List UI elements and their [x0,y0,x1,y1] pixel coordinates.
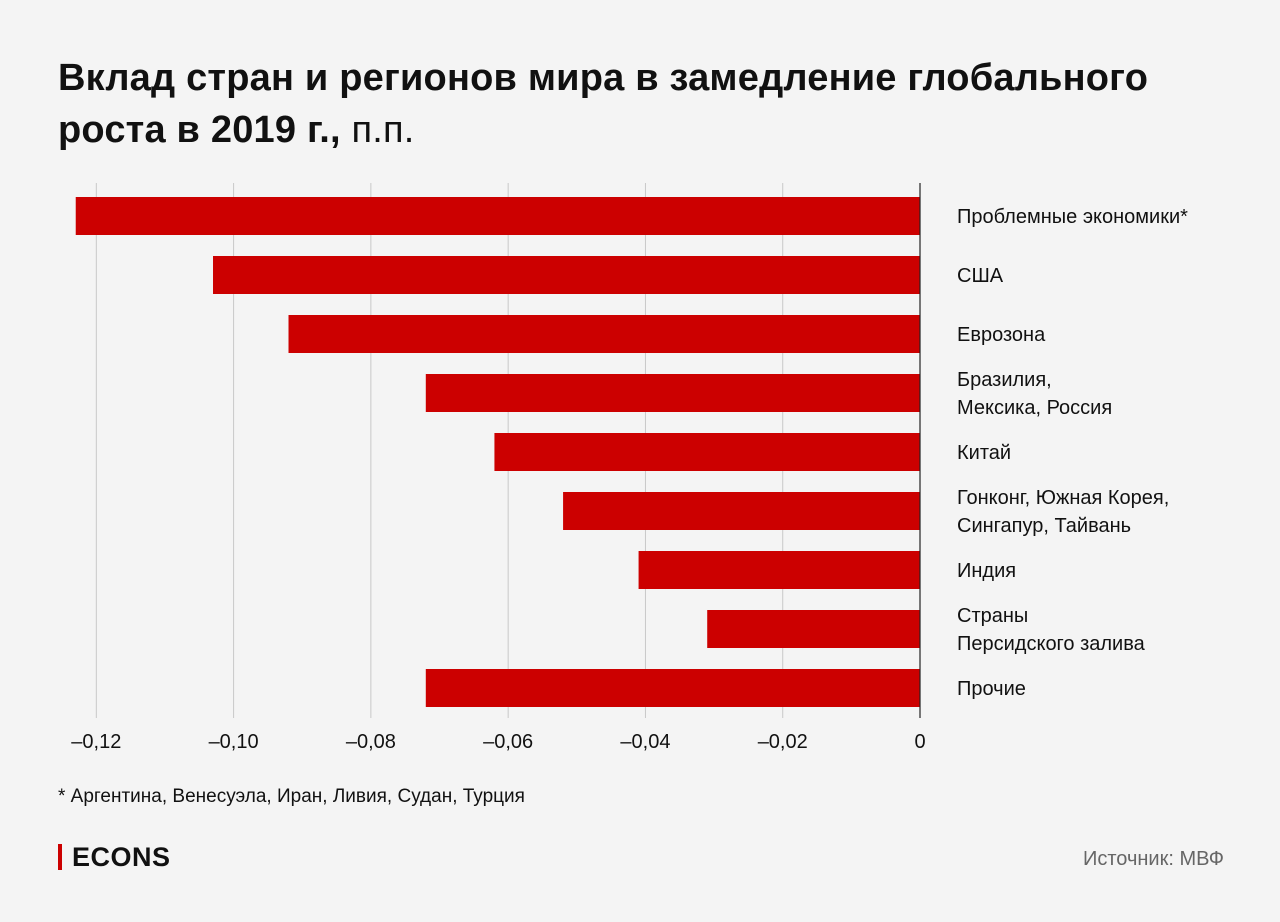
bar [75,197,920,235]
bar [425,374,920,412]
x-tick-label: –0,08 [346,731,396,753]
x-tick-label: –0,06 [483,731,533,753]
category-label: Китай [957,442,1011,464]
x-tick-label: –0,10 [209,731,259,753]
bar [494,433,920,471]
bar [288,315,921,353]
x-tick-label: –0,12 [71,731,121,753]
chart-title-main: Вклад стран и регионов мира в замедление… [58,57,1149,151]
x-tick-label: 0 [914,731,925,753]
chart-title-unit: п.п. [351,109,415,151]
footnote: * Аргентина, Венесуэла, Иран, Ливия, Суд… [58,786,525,807]
econs-logo: ECONS [58,840,171,874]
category-label: Бразилия, Мексика, Россия [957,369,1112,419]
bar [425,669,920,707]
x-tick-label: –0,04 [620,731,670,753]
chart-title: Вклад стран и регионов мира в замедление… [58,52,1208,156]
source-note: Источник: МВФ [1082,848,1224,870]
bar [213,256,920,294]
logo-text: ECONS [72,841,171,872]
category-label: Страны Персидского залива [957,605,1146,655]
x-tick-label: –0,02 [758,731,808,753]
category-label: Еврозона [957,324,1046,346]
category-label: США [957,265,1004,287]
category-label: Проблемные экономики* [957,206,1188,228]
bar [707,610,920,648]
category-label: Гонконг, Южная Корея, Сингапур, Тайвань [957,487,1169,537]
category-label: Прочие [957,678,1026,700]
bar [563,492,920,530]
logo-accent-bar [58,844,62,870]
category-label: Индия [957,560,1016,582]
bar [638,551,920,589]
